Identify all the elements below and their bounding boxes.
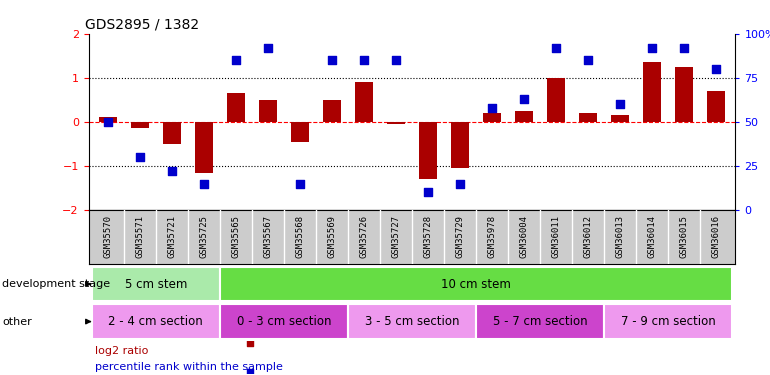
Point [646,45,658,51]
Bar [227,93,245,122]
Bar [604,304,732,339]
Text: 3 - 5 cm section: 3 - 5 cm section [365,315,459,328]
Point [244,369,256,375]
Text: other: other [2,316,32,327]
Point [390,57,402,63]
Bar [163,122,181,144]
Point [166,168,178,174]
Point [326,57,338,63]
Text: GSM35726: GSM35726 [360,215,368,258]
Point [582,57,594,63]
Point [486,105,498,111]
Bar [484,113,500,122]
Text: GSM36012: GSM36012 [584,215,593,258]
Text: GSM35567: GSM35567 [263,215,273,258]
Text: GSM36011: GSM36011 [551,215,561,258]
Point [614,101,626,107]
Point [454,181,466,187]
Text: 0 - 3 cm section: 0 - 3 cm section [236,315,331,328]
Text: percentile rank within the sample: percentile rank within the sample [95,362,283,372]
Bar [348,304,476,339]
Text: development stage: development stage [2,279,110,289]
Text: GSM35978: GSM35978 [487,215,497,258]
Point [198,181,210,187]
Point [102,119,114,125]
Bar [579,113,597,122]
Text: 5 - 7 cm section: 5 - 7 cm section [493,315,588,328]
Bar [323,100,340,122]
Bar [355,82,373,122]
Bar [419,122,437,179]
Bar [451,122,469,168]
Text: GSM36015: GSM36015 [680,215,688,258]
Bar [219,304,348,339]
Bar [92,304,219,339]
Point [422,189,434,195]
Point [358,57,370,63]
Text: GSM36016: GSM36016 [711,215,721,258]
Bar [92,267,219,301]
Text: 2 - 4 cm section: 2 - 4 cm section [109,315,203,328]
Text: GSM35571: GSM35571 [136,215,144,258]
Bar [515,111,533,122]
Point [550,45,562,51]
Text: GDS2895 / 1382: GDS2895 / 1382 [85,17,199,31]
Point [262,45,274,51]
Bar [708,91,725,122]
Bar [387,122,405,124]
Bar [219,267,732,301]
Text: GSM35725: GSM35725 [199,215,209,258]
Text: GSM35568: GSM35568 [296,215,304,258]
Text: GSM35729: GSM35729 [456,215,464,258]
Bar [99,117,116,122]
Bar [195,122,213,172]
Text: GSM36004: GSM36004 [520,215,528,258]
Text: GSM36014: GSM36014 [648,215,657,258]
Point [710,66,722,72]
Text: 5 cm stem: 5 cm stem [125,278,187,291]
Point [293,181,306,187]
Bar [547,78,565,122]
Bar [675,67,693,122]
Text: 7 - 9 cm section: 7 - 9 cm section [621,315,715,328]
Text: GSM35565: GSM35565 [231,215,240,258]
Point [518,96,531,102]
Point [229,57,242,63]
Text: GSM35727: GSM35727 [391,215,400,258]
Text: 10 cm stem: 10 cm stem [441,278,511,291]
Text: GSM35570: GSM35570 [103,215,112,258]
Point [244,340,256,346]
Text: GSM35569: GSM35569 [327,215,336,258]
Bar [259,100,276,122]
Point [678,45,690,51]
Text: GSM36013: GSM36013 [615,215,624,258]
Bar [476,304,604,339]
Bar [611,115,629,122]
Text: GSM35728: GSM35728 [424,215,433,258]
Text: GSM35721: GSM35721 [167,215,176,258]
Bar [291,122,309,142]
Point [134,154,146,160]
Bar [131,122,149,129]
Bar [643,62,661,122]
Text: log2 ratio: log2 ratio [95,346,149,356]
